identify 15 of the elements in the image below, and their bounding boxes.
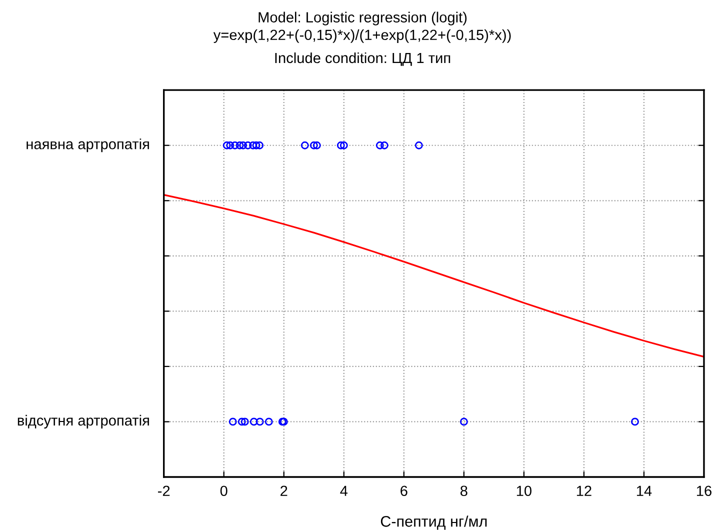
chart-title: Model: Logistic regression (logit)	[258, 12, 467, 26]
x-tick-label: 8	[460, 486, 468, 496]
x-tick-label: 16	[696, 486, 712, 496]
x-tick-label: 10	[516, 486, 532, 496]
chart-subtitle: y=exp(1,22+(-0,15)*x)/(1+exp(1,22+(-0,15)*x)) Include condition: ЦД 1 тип	[213, 29, 511, 66]
text: відсутня артропатія	[18, 414, 149, 429]
x-tick-label: 4	[340, 486, 348, 496]
x-tick-label: 0	[220, 486, 228, 496]
x-tick-label: 14	[636, 486, 652, 496]
x-axis-title: С-пептид нг/мл	[380, 516, 487, 530]
text: наявна артропатія	[26, 138, 149, 152]
x-tick-label: 6	[400, 486, 408, 496]
x-tick-label: 12	[576, 486, 592, 496]
x-tick-label: 2	[280, 486, 288, 496]
x-tick-label: -2	[158, 486, 170, 496]
